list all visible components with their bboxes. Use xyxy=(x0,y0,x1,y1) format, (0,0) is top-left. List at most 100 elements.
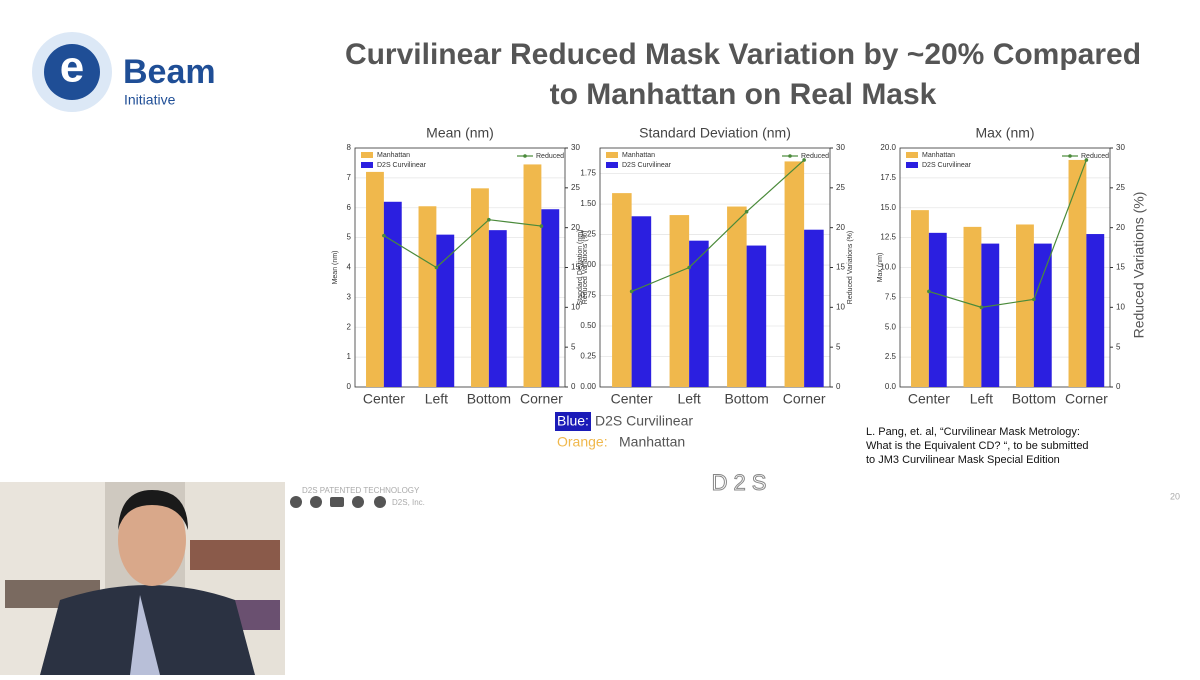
bar xyxy=(631,216,652,387)
citation: What is the Equivalent CD? “, to be subm… xyxy=(866,440,1089,452)
plot-frame xyxy=(354,147,566,388)
bar xyxy=(436,234,455,387)
bar xyxy=(911,210,929,387)
y-tick-label: 12.5 xyxy=(880,233,896,242)
legend-point xyxy=(1068,154,1072,158)
legend-label: D2S Curvilinear xyxy=(622,162,672,169)
bar xyxy=(928,232,947,387)
bar xyxy=(366,171,384,387)
charts: Mean (nm) 0 1 2 3 4 5 6 7 8 0 5 10 15 20 25 30 Mean (nm) R… xyxy=(332,125,1147,407)
reduced-point xyxy=(927,289,931,294)
highlight xyxy=(555,412,591,431)
logo: e Beam Initiative xyxy=(32,32,216,112)
y2-tick-label: 10 xyxy=(836,302,845,311)
legend-swatch xyxy=(606,162,618,168)
reduced-point xyxy=(487,217,491,222)
y-axis-label: Mean (nm) xyxy=(332,251,339,285)
x-tick-label: Center xyxy=(611,391,653,407)
reduced-point xyxy=(1032,297,1036,302)
chart-title: Max (nm) xyxy=(975,125,1034,141)
reduced-point xyxy=(629,289,634,294)
y-tick-label: 0.0 xyxy=(885,382,897,391)
reduced-point xyxy=(539,224,544,228)
y-tick-label: 1.25 xyxy=(580,230,596,239)
legend-swatch xyxy=(361,162,373,168)
y2-tick-label: 20 xyxy=(1116,223,1125,232)
y2-tick-label: 5 xyxy=(571,342,576,351)
legend-label: D2S Curvilinear xyxy=(377,162,427,169)
pen-button[interactable] xyxy=(310,496,322,508)
player-controls xyxy=(290,496,386,508)
y2-axis-label: Reduced Variations (%) xyxy=(847,231,854,304)
chart: Mean (nm) 0 1 2 3 4 5 6 7 8 0 5 10 15 20 25 30 Mean (nm) R… xyxy=(332,125,589,407)
legend-label: D2S Curvilinear xyxy=(922,162,972,169)
reduced-point xyxy=(382,233,386,238)
legend-swatch xyxy=(361,152,373,158)
y-tick-label: 0.75 xyxy=(580,291,596,300)
y2-tick-label: 15 xyxy=(836,263,845,272)
legend-label: Reduced xyxy=(536,153,564,160)
note-text: D2S Curvilinear xyxy=(595,413,693,429)
y2-axis-label: Reduced Variations (%) xyxy=(582,231,589,304)
x-tick-label: Left xyxy=(677,391,700,407)
reduced-line xyxy=(383,219,542,269)
slide-title: Curvilinear Reduced Mask Variation by ~2… xyxy=(345,38,1141,71)
legend-point xyxy=(523,154,527,158)
y-tick-label: 1.75 xyxy=(580,169,596,178)
footer-logo: D2S xyxy=(712,470,773,495)
cc-button[interactable] xyxy=(330,497,344,507)
bar xyxy=(1016,224,1034,387)
y-tick-label: 1 xyxy=(347,352,352,361)
y-tick-label: 15.0 xyxy=(880,203,896,212)
bar xyxy=(418,206,437,387)
person-tie xyxy=(130,595,160,675)
citation: to JM3 Curvilinear Mask Special Edition xyxy=(866,454,1060,466)
y-tick-label: 2 xyxy=(347,322,352,331)
chart-title: Mean (nm) xyxy=(426,125,494,141)
y-tick-label: 1.00 xyxy=(580,260,596,269)
bar xyxy=(471,188,489,387)
x-tick-label: Corner xyxy=(783,391,826,407)
books xyxy=(190,540,280,570)
reduced-line xyxy=(631,159,805,292)
legend-point xyxy=(788,154,792,158)
bar xyxy=(383,201,402,387)
next-button[interactable] xyxy=(374,496,386,508)
note-key: Blue: xyxy=(557,413,589,429)
x-tick-label: Center xyxy=(908,391,950,407)
menu-button[interactable] xyxy=(352,496,364,508)
bar xyxy=(669,215,690,387)
y-tick-label: 5.0 xyxy=(885,322,897,331)
x-tick-label: Corner xyxy=(520,391,563,407)
y-tick-label: 2.5 xyxy=(885,352,897,361)
y-tick-label: 6 xyxy=(347,203,352,212)
y2-tick-label: 5 xyxy=(836,342,841,351)
chart: Max (nm) 0.0 2.5 5.0 7.5 10.0 12.5 15.0 17.5 20.0… xyxy=(877,125,1147,407)
prev-button[interactable] xyxy=(290,496,302,508)
y-tick-label: 0.25 xyxy=(580,352,596,361)
page-number: 20 xyxy=(1170,491,1180,501)
bar xyxy=(1068,159,1087,387)
y-tick-label: 1.50 xyxy=(580,199,596,208)
y2-tick-label: 0 xyxy=(836,382,841,391)
y-tick-label: 17.5 xyxy=(880,173,896,182)
y-tick-label: 3 xyxy=(347,292,352,301)
citation: L. Pang, et. al, “Curvilinear Mask Metro… xyxy=(866,426,1080,438)
y2-tick-label: 25 xyxy=(1116,183,1125,192)
y2-tick-label: 20 xyxy=(836,223,845,232)
webcam xyxy=(0,482,285,675)
bar xyxy=(1086,234,1105,387)
person-face xyxy=(118,494,186,586)
legend-label: Manhattan xyxy=(922,152,955,159)
reduced-point xyxy=(802,158,806,162)
x-tick-label: Center xyxy=(363,391,405,407)
bar xyxy=(784,161,805,387)
legend-label: Reduced xyxy=(1081,153,1109,160)
legend-swatch xyxy=(906,162,918,168)
logo-name: Beam xyxy=(123,53,216,91)
y2-tick-label: 30 xyxy=(836,143,845,152)
legend-swatch xyxy=(606,152,618,158)
reduced-point xyxy=(434,265,439,270)
